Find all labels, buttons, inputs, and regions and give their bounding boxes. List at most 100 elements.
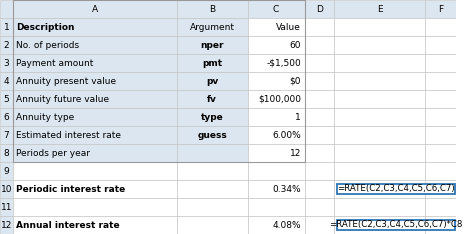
Bar [0, 126, 13, 144]
Bar [13, 0, 305, 162]
Bar [177, 198, 247, 216]
Bar [247, 216, 305, 234]
Bar [177, 108, 247, 126]
Text: 6: 6 [3, 113, 9, 121]
Bar [334, 108, 426, 126]
Text: pv: pv [206, 77, 219, 85]
Bar [334, 162, 426, 180]
Bar [247, 90, 305, 108]
Bar [177, 162, 247, 180]
Bar [177, 126, 247, 144]
Bar [305, 36, 334, 54]
Bar [177, 216, 247, 234]
Bar [426, 54, 456, 72]
Bar [334, 198, 426, 216]
Bar [247, 198, 305, 216]
Bar [334, 90, 426, 108]
Bar [305, 54, 334, 72]
Bar [247, 144, 305, 162]
Bar [334, 18, 426, 36]
Bar [13, 126, 177, 144]
Bar [426, 162, 456, 180]
Text: 0.34%: 0.34% [273, 184, 301, 194]
Bar [334, 36, 426, 54]
Bar [13, 108, 177, 126]
Bar [334, 144, 426, 162]
Bar [247, 180, 305, 198]
Bar [247, 108, 305, 126]
Text: B: B [209, 4, 215, 14]
Text: 1: 1 [3, 22, 9, 32]
Text: Description: Description [16, 22, 74, 32]
Text: 60: 60 [290, 40, 301, 50]
Bar [305, 144, 334, 162]
Text: E: E [377, 4, 383, 14]
Bar [247, 162, 305, 180]
Bar [0, 216, 13, 234]
Text: 8: 8 [3, 149, 9, 157]
Text: C: C [273, 4, 279, 14]
Text: 4: 4 [4, 77, 9, 85]
Bar [305, 162, 334, 180]
Bar [305, 126, 334, 144]
Text: nper: nper [201, 40, 224, 50]
Text: Argument: Argument [190, 22, 235, 32]
Text: 5: 5 [3, 95, 9, 103]
Text: =RATE(C2,C3,C4,C5,C6,C7)*C8: =RATE(C2,C3,C4,C5,C6,C7)*C8 [329, 220, 462, 230]
Bar [0, 198, 13, 216]
Bar [426, 90, 456, 108]
Text: Annual interest rate: Annual interest rate [16, 220, 119, 230]
Bar [177, 72, 247, 90]
Bar [0, 90, 13, 108]
Bar [177, 18, 247, 36]
Text: Annuity future value: Annuity future value [16, 95, 109, 103]
Bar [426, 126, 456, 144]
Text: Annuity present value: Annuity present value [16, 77, 116, 85]
Text: Estimated interest rate: Estimated interest rate [16, 131, 121, 139]
Bar [247, 126, 305, 144]
Bar [13, 72, 177, 90]
Bar [305, 18, 334, 36]
Bar [247, 36, 305, 54]
Text: No. of periods: No. of periods [16, 40, 79, 50]
Bar [426, 144, 456, 162]
Bar [247, 54, 305, 72]
Text: $100,000: $100,000 [258, 95, 301, 103]
Bar [0, 72, 13, 90]
Bar [0, 54, 13, 72]
Bar [305, 72, 334, 90]
Bar [13, 18, 177, 36]
Text: 1: 1 [295, 113, 301, 121]
Bar [334, 54, 426, 72]
Bar [177, 180, 247, 198]
Bar [13, 198, 177, 216]
Bar [334, 216, 426, 234]
Bar [426, 72, 456, 90]
Bar [305, 108, 334, 126]
Text: Annuity type: Annuity type [16, 113, 74, 121]
Bar [426, 18, 456, 36]
Bar [334, 126, 426, 144]
Bar [426, 36, 456, 54]
Bar [334, 0, 426, 18]
Bar [334, 180, 426, 198]
Text: 12: 12 [0, 220, 12, 230]
Text: 6.00%: 6.00% [272, 131, 301, 139]
Text: 3: 3 [3, 58, 9, 67]
Text: fv: fv [207, 95, 217, 103]
Text: 2: 2 [4, 40, 9, 50]
Text: -$1,500: -$1,500 [266, 58, 301, 67]
Text: Payment amount: Payment amount [16, 58, 93, 67]
Text: type: type [201, 113, 224, 121]
FancyBboxPatch shape [337, 219, 455, 230]
Text: F: F [438, 4, 443, 14]
Bar [426, 180, 456, 198]
Bar [13, 144, 177, 162]
Bar [13, 216, 177, 234]
Bar [0, 0, 13, 18]
Text: 10: 10 [0, 184, 12, 194]
Bar [0, 162, 13, 180]
Bar [0, 108, 13, 126]
Text: A: A [92, 4, 98, 14]
Bar [13, 54, 177, 72]
